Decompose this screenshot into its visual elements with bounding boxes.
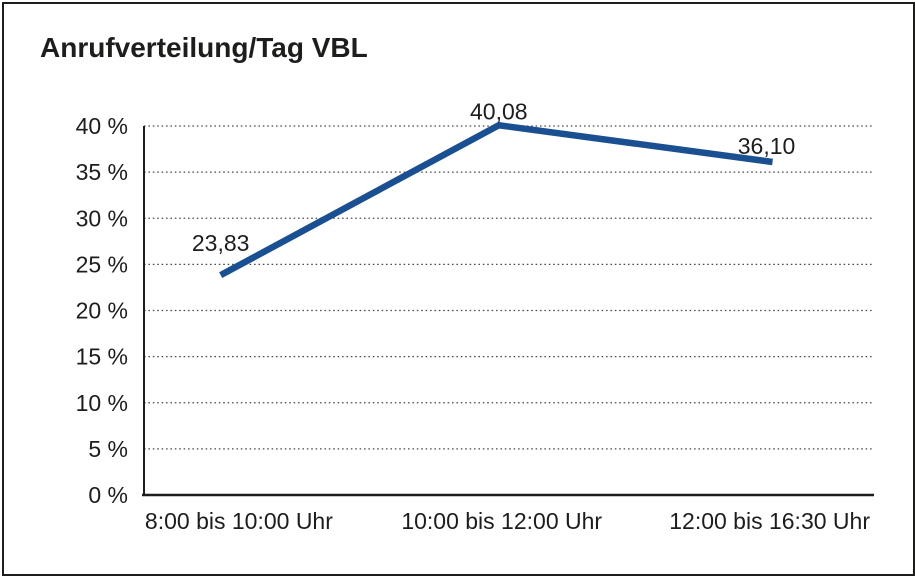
data-point-label: 36,10 xyxy=(738,133,796,159)
x-category-label: 10:00 bis 12:00 Uhr xyxy=(401,508,602,534)
y-tick-label: 35 % xyxy=(76,159,128,185)
y-tick-label: 10 % xyxy=(76,390,128,416)
x-category-label: 12:00 bis 16:30 Uhr xyxy=(669,508,870,534)
y-tick-label: 30 % xyxy=(76,205,128,231)
y-tick-label: 5 % xyxy=(88,436,128,462)
y-tick-label: 15 % xyxy=(76,344,128,370)
data-point-label: 23,83 xyxy=(192,230,250,256)
chart-title: Anrufverteilung/Tag VBL xyxy=(40,32,368,63)
y-tick-label: 0 % xyxy=(88,482,128,508)
y-tick-label: 25 % xyxy=(76,251,128,277)
x-category-label: 8:00 bis 10:00 Uhr xyxy=(145,508,333,534)
y-tick-label: 20 % xyxy=(76,298,128,324)
y-tick-label: 40 % xyxy=(76,113,128,139)
series-line xyxy=(219,121,773,279)
data-point-label: 40,08 xyxy=(470,98,528,124)
